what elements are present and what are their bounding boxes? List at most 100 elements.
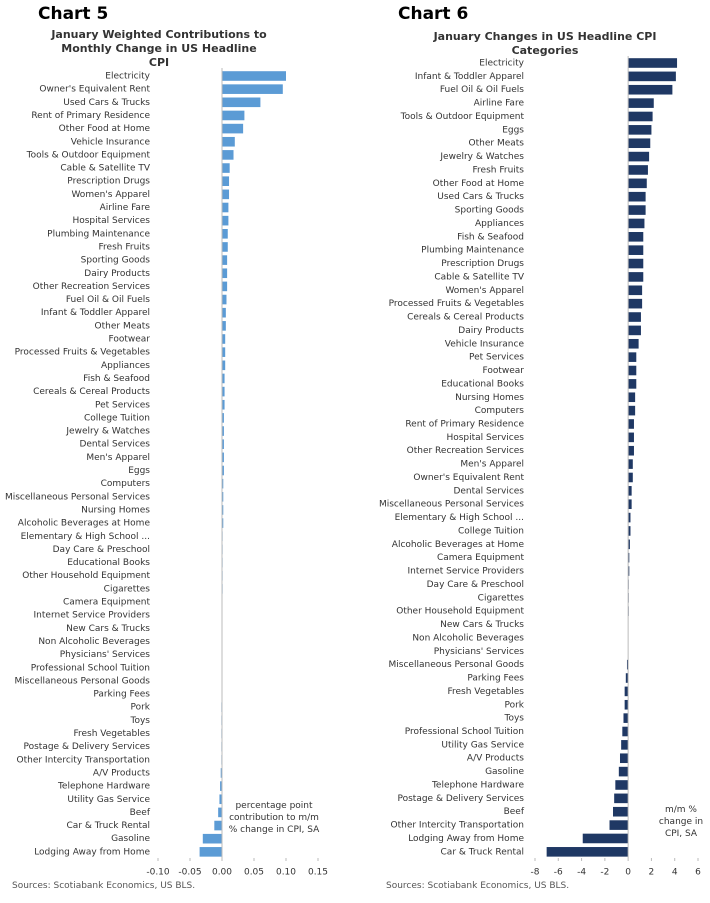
bar xyxy=(219,794,222,805)
category-label: Utility Gas Service xyxy=(441,740,524,750)
category-label: Other Recreation Services xyxy=(407,446,525,456)
category-label: Electricity xyxy=(105,72,150,82)
chart-title: January Weighted Contributions to Monthl… xyxy=(51,28,267,69)
category-label: Pet Services xyxy=(95,400,150,410)
category-label: Infant & Toddler Apparel xyxy=(415,72,524,82)
category-label: Pork xyxy=(504,700,524,710)
category-label: Processed Fruits & Vegetables xyxy=(389,299,525,309)
bar xyxy=(622,726,629,737)
bar xyxy=(625,673,629,683)
category-label: Fish & Seafood xyxy=(457,232,524,242)
bar xyxy=(624,699,629,710)
bar xyxy=(222,268,228,279)
category-label: Footwear xyxy=(108,335,150,345)
category-label: Women's Apparel xyxy=(445,286,524,296)
chart-label: Chart 6 xyxy=(398,4,469,24)
category-label: Computers xyxy=(475,406,525,416)
category-label: Women's Apparel xyxy=(71,190,150,200)
category-label: Beef xyxy=(504,807,525,817)
category-label: Jewelry & Watches xyxy=(439,152,524,162)
bar xyxy=(222,386,225,397)
category-label: Sporting Goods xyxy=(455,206,525,216)
category-label: Postage & Delivery Services xyxy=(23,742,150,752)
bar xyxy=(628,459,633,469)
category-label: Non Alcoholic Beverages xyxy=(38,637,150,647)
bar xyxy=(628,151,650,162)
category-label: Physicians' Services xyxy=(434,647,525,657)
category-label: Lodging Away from Home xyxy=(34,847,150,857)
category-label: Nursing Homes xyxy=(455,393,524,403)
category-label: Alcoholic Beverages at Home xyxy=(18,519,151,529)
bar xyxy=(621,740,629,750)
bar xyxy=(609,820,629,830)
category-label: Footwear xyxy=(482,366,524,376)
bar xyxy=(628,512,631,523)
annotation: m/m % change in CPI, SA xyxy=(656,804,706,840)
bar xyxy=(613,806,629,817)
category-label: Cigarettes xyxy=(478,593,525,603)
category-label: Other Meats xyxy=(469,139,525,149)
category-label: Dental Services xyxy=(79,440,150,450)
category-label: Toys xyxy=(504,714,525,724)
bar xyxy=(614,793,629,804)
category-label: Cereals & Cereal Products xyxy=(33,387,150,397)
bar xyxy=(628,218,645,229)
bar xyxy=(628,486,632,496)
category-label: Electricity xyxy=(479,59,524,69)
category-label: Fresh Vegetables xyxy=(447,687,524,697)
bar xyxy=(202,833,222,844)
bar xyxy=(546,847,629,857)
bar xyxy=(628,125,652,135)
category-label: Cereals & Cereal Products xyxy=(407,313,524,323)
bar xyxy=(222,110,245,121)
category-label: Plumbing Maintenance xyxy=(47,229,150,239)
x-tick-label: 0.05 xyxy=(244,868,264,878)
bar xyxy=(222,255,228,265)
category-label: College Tuition xyxy=(84,413,150,423)
bar xyxy=(628,232,644,242)
category-label: Hospital Services xyxy=(446,433,524,443)
category-label: Airline Fare xyxy=(100,203,151,213)
category-label: Computers xyxy=(101,479,151,489)
category-label: Fuel Oil & Oil Fuels xyxy=(66,295,150,305)
bar xyxy=(618,766,629,777)
category-label: Pork xyxy=(130,703,150,713)
x-tick-label: -2 xyxy=(600,868,609,878)
category-label: Parking Fees xyxy=(467,674,524,684)
bar xyxy=(582,833,629,844)
bar xyxy=(628,138,651,149)
bar xyxy=(220,781,222,791)
bar xyxy=(222,307,226,318)
category-label: Postage & Delivery Services xyxy=(397,794,524,804)
bar xyxy=(220,768,222,778)
category-label: Camera Equipment xyxy=(437,553,525,563)
category-label: Physicians' Services xyxy=(60,650,151,660)
category-label: Fresh Vegetables xyxy=(73,729,150,739)
bar xyxy=(628,352,637,362)
category-label: New Cars & Trucks xyxy=(440,620,524,630)
category-label: Dental Services xyxy=(453,486,524,496)
bar xyxy=(628,539,630,550)
category-label: Day Care & Preschool xyxy=(427,580,524,590)
category-label: Plumbing Maintenance xyxy=(421,246,524,256)
bar xyxy=(628,432,634,443)
category-label: Professional School Tuition xyxy=(405,727,524,737)
category-label: Toys xyxy=(130,716,151,726)
category-label: Telephone Hardware xyxy=(57,782,150,792)
category-label: Day Care & Preschool xyxy=(53,545,150,555)
bar xyxy=(628,566,630,576)
bar xyxy=(628,312,641,322)
category-label: Vehicle Insurance xyxy=(71,137,151,147)
category-label: Miscellaneous Personal Services xyxy=(5,492,150,502)
bar xyxy=(222,413,224,423)
bar xyxy=(222,202,229,213)
bar xyxy=(222,215,229,226)
bar xyxy=(628,58,678,68)
category-label: Gasoline xyxy=(485,767,524,777)
bar xyxy=(628,526,631,536)
category-label: Appliances xyxy=(475,219,524,229)
category-label: Lodging Away from Home xyxy=(408,834,524,844)
category-label: Car & Truck Rental xyxy=(441,847,524,857)
bar xyxy=(619,753,629,764)
bar xyxy=(628,205,646,215)
